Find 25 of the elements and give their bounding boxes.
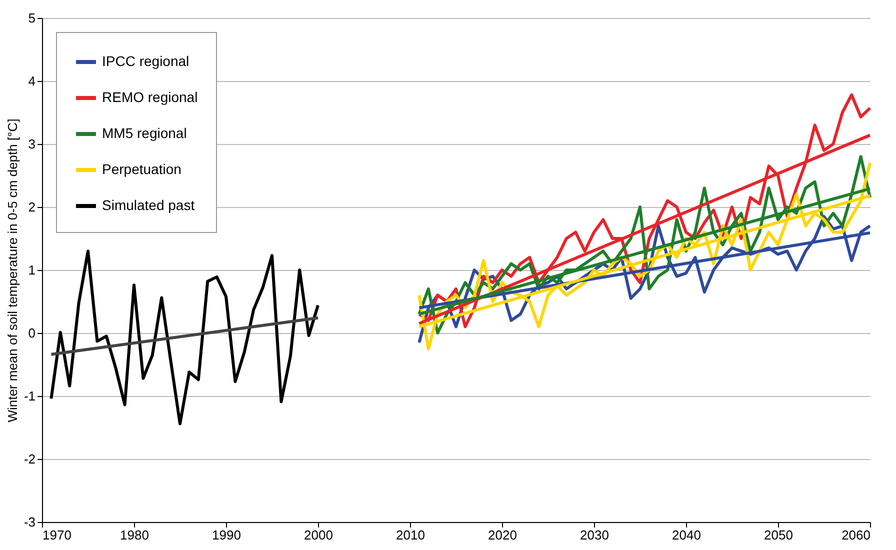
- y-tick-label: 5: [28, 10, 36, 26]
- y-tick-label: -3: [24, 514, 36, 530]
- legend-label: IPCC regional: [102, 53, 190, 69]
- x-tick-label: 2000: [304, 528, 333, 542]
- legend-label: MM5 regional: [102, 125, 187, 141]
- x-tick-label: 2010: [396, 528, 425, 542]
- y-tick-label: 3: [28, 136, 36, 152]
- legend-label: Perpetuation: [102, 161, 182, 177]
- legend-label: Simulated past: [102, 197, 195, 213]
- x-tick-label: 1970: [42, 528, 72, 542]
- x-tick-label: 2030: [580, 528, 609, 542]
- x-tick-label: 1990: [212, 528, 241, 542]
- x-tick-label: 1980: [120, 528, 149, 542]
- legend-label: REMO regional: [102, 89, 198, 105]
- x-tick-label: 2040: [672, 528, 701, 542]
- y-tick-label: 0: [28, 326, 36, 340]
- y-axis-title: Winter mean of soil temperature in 0-5 cm depth [°C]: [4, 118, 20, 422]
- y-tick-label: 1: [28, 262, 36, 278]
- x-tick-label: 2050: [764, 528, 793, 542]
- y-tick-label: -1: [24, 388, 36, 404]
- y-tick-label: 4: [28, 74, 36, 88]
- x-tick-label: 2020: [488, 528, 517, 542]
- y-tick-label: 2: [28, 200, 36, 214]
- y-tick-label: -2: [24, 452, 36, 466]
- x-tick-label: 2060: [842, 528, 870, 542]
